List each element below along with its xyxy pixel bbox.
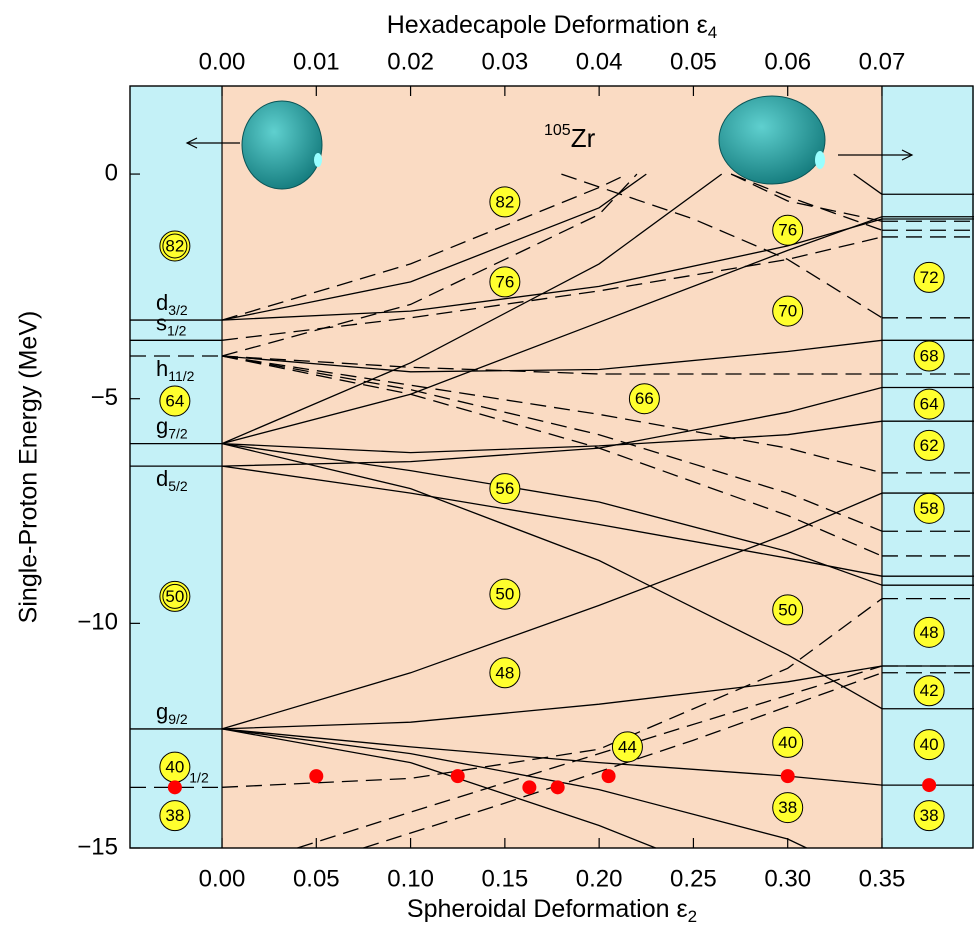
gap-label: 66: [635, 389, 654, 408]
fermi-point: [451, 769, 465, 783]
x-tick-label: 0.05: [293, 865, 340, 892]
x2-tick-label: 0.04: [576, 48, 623, 75]
level-j: 7/2: [168, 425, 188, 441]
x-tick-label: 0.15: [482, 865, 529, 892]
level-j: 3/2: [168, 302, 188, 318]
chart: 105Zr 0.00 0.05 0.10 0.15 0.20 0.25 0.30 0.35 0.…: [0, 0, 974, 939]
fermi-point: [781, 769, 795, 783]
x-tick-label: 0.00: [199, 865, 246, 892]
x-axis-title-sub: 2: [688, 907, 697, 926]
gap-label: 50: [495, 585, 514, 604]
gap-label: 76: [495, 272, 514, 291]
x-tick-label: 0.35: [859, 865, 906, 892]
gap-label: 82: [165, 236, 184, 255]
fermi-point: [922, 778, 936, 792]
shape-highlight: [815, 151, 825, 169]
gap-label: 76: [778, 221, 797, 240]
x-tick-label: 0.25: [670, 865, 717, 892]
gap-label: 50: [778, 600, 797, 619]
gap-label: 70: [778, 302, 797, 321]
level-j: 1/2: [189, 769, 209, 785]
spherical-shape: [242, 101, 322, 189]
x2-tick-label: 0.07: [859, 48, 906, 75]
level-orbital: d: [156, 466, 168, 491]
gap-label: 48: [495, 663, 514, 682]
fermi-point: [168, 780, 182, 794]
shape-highlight: [314, 153, 322, 167]
x2-axis-title: Hexadecapole Deformation ε4: [387, 11, 718, 43]
x2-tick-label: 0.03: [482, 48, 529, 75]
x-tick-label: 0.20: [576, 865, 623, 892]
deformed-shape: [719, 96, 825, 184]
gap-label: 50: [165, 587, 184, 606]
level-j: 5/2: [168, 478, 188, 494]
x-axis-title: Spheroidal Deformation ε2: [407, 895, 697, 927]
x2-tick-label: 0.00: [199, 48, 246, 75]
gap-label: 40: [778, 733, 797, 752]
x2-tick-label: 0.02: [387, 48, 434, 75]
fermi-point: [522, 780, 536, 794]
x-axis-title-text: Spheroidal Deformation ε: [407, 895, 688, 923]
gap-label: 40: [165, 758, 184, 777]
gap-label: 72: [920, 268, 939, 287]
y-axis-title: Single-Proton Energy (MeV): [15, 311, 43, 624]
gap-label: 68: [920, 347, 939, 366]
x-tick-label: 0.30: [764, 865, 811, 892]
y-tick-label: 0: [105, 159, 118, 186]
gap-label: 56: [495, 479, 514, 498]
x2-tick-label: 0.05: [670, 48, 717, 75]
gap-label: 38: [165, 806, 184, 825]
gap-label: 42: [920, 681, 939, 700]
gap-label: 82: [495, 192, 514, 211]
level-j: 1/2: [167, 322, 187, 338]
level-j: 11/2: [168, 368, 194, 384]
spherical-panel: [130, 86, 222, 848]
gap-label: 62: [920, 436, 939, 455]
y-tick-label: −10: [77, 609, 118, 636]
gap-label: 48: [920, 623, 939, 642]
x2-tick-label: 0.06: [764, 48, 811, 75]
level-orbital: s: [156, 310, 167, 335]
x2-tick-label: 0.01: [293, 48, 340, 75]
level-orbital: g: [156, 413, 168, 438]
gap-label: 38: [778, 798, 797, 817]
element: Zr: [571, 123, 596, 153]
x-tick-label: 0.10: [387, 865, 434, 892]
fermi-point: [602, 769, 616, 783]
fermi-point: [309, 769, 323, 783]
level-orbital: h: [156, 356, 168, 381]
gap-label: 44: [618, 737, 637, 756]
fermi-point: [551, 780, 565, 794]
gap-label: 40: [920, 735, 939, 754]
y-tick-label: −15: [77, 833, 118, 860]
mass-number: 105: [544, 122, 571, 139]
gap-label: 58: [920, 499, 939, 518]
y-tick-label: −5: [91, 384, 118, 411]
x2-axis-title-sub: 4: [708, 23, 717, 42]
x2-axis-title-text: Hexadecapole Deformation ε: [387, 11, 708, 39]
level-orbital: g: [156, 699, 168, 724]
gap-label: 38: [920, 806, 939, 825]
gap-label: 64: [920, 395, 939, 414]
level-j: 9/2: [168, 711, 188, 727]
gap-label: 64: [165, 391, 184, 410]
